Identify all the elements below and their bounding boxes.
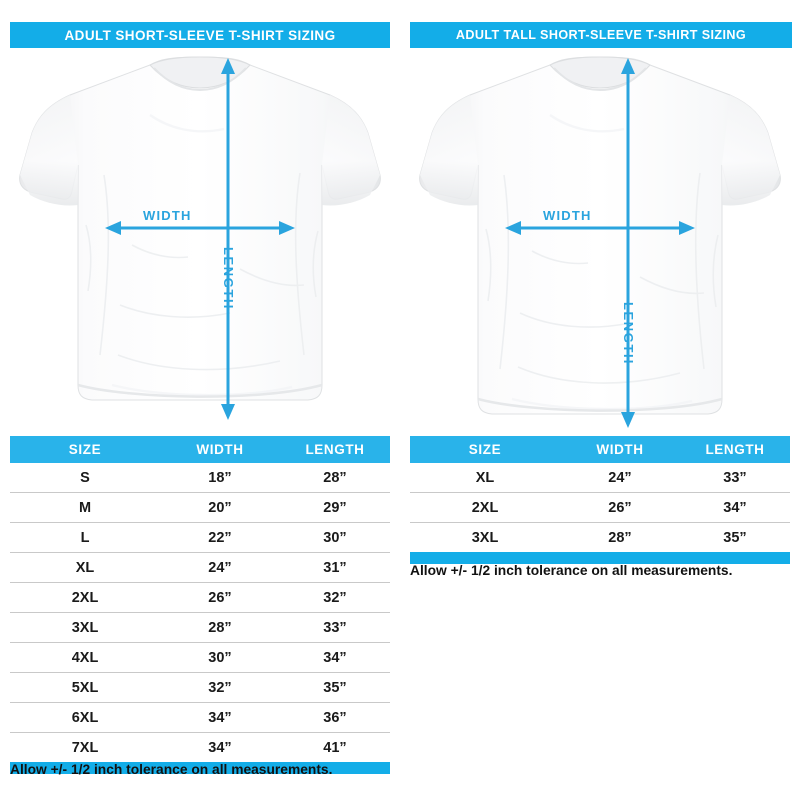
column-header-length: LENGTH bbox=[305, 442, 365, 457]
cell-size: XL bbox=[475, 469, 495, 486]
cell-width: 28” bbox=[608, 529, 632, 546]
cell-size: 2XL bbox=[471, 499, 499, 516]
table-header-row-adult: SIZE WIDTH LENGTH bbox=[10, 436, 390, 463]
column-header-width: WIDTH bbox=[196, 442, 244, 457]
cell-length: 34” bbox=[323, 649, 347, 666]
panel-title-adult: ADULT SHORT-SLEEVE T-SHIRT SIZING bbox=[64, 27, 336, 43]
cell-length: 36” bbox=[323, 709, 347, 726]
table-row: 5XL 32” 35” bbox=[10, 673, 390, 703]
table-row: 4XL 30” 34” bbox=[10, 643, 390, 673]
cell-size: S bbox=[80, 469, 90, 486]
tolerance-note-adult-tall: Allow +/- 1/2 inch tolerance on all meas… bbox=[410, 563, 733, 578]
cell-width: 32” bbox=[208, 679, 232, 696]
tshirt-illustration-adult bbox=[19, 56, 381, 420]
table-row: 2XL 26” 32” bbox=[10, 583, 390, 613]
cell-length: 34” bbox=[723, 499, 747, 516]
cell-width: 22” bbox=[208, 529, 232, 546]
cell-size: 7XL bbox=[71, 739, 99, 756]
cell-width: 34” bbox=[208, 739, 232, 756]
column-header-width: WIDTH bbox=[596, 442, 644, 457]
cell-width: 26” bbox=[208, 589, 232, 606]
column-header-length: LENGTH bbox=[705, 442, 765, 457]
cell-length: 33” bbox=[723, 469, 747, 486]
table-row: XL 24” 31” bbox=[10, 553, 390, 583]
cell-width: 24” bbox=[208, 559, 232, 576]
table-row: 3XL 28” 33” bbox=[10, 613, 390, 643]
cell-width: 30” bbox=[208, 649, 232, 666]
table-footer-bar-adult-tall bbox=[410, 552, 790, 564]
tolerance-note-adult: Allow +/- 1/2 inch tolerance on all meas… bbox=[10, 762, 333, 777]
adult-tall-sizing-panel: ADULT TALL SHORT-SLEEVE T-SHIRT SIZING bbox=[400, 0, 800, 800]
cell-width: 18” bbox=[208, 469, 232, 486]
width-arrow-adult-tall bbox=[505, 221, 695, 235]
table-row: S 18” 28” bbox=[10, 463, 390, 493]
table-footer-bar-adult bbox=[10, 762, 390, 774]
cell-width: 26” bbox=[608, 499, 632, 516]
tshirt-diagram-adult: WIDTH LENGTH bbox=[0, 55, 400, 430]
cell-length: 29” bbox=[323, 499, 347, 516]
table-row: L 22” 30” bbox=[10, 523, 390, 553]
panel-title-adult-tall: ADULT TALL SHORT-SLEEVE T-SHIRT SIZING bbox=[455, 28, 747, 42]
sizing-table-adult-tall: SIZE WIDTH LENGTH XL 24” 33” 2XL 26” 34”… bbox=[410, 436, 790, 564]
length-arrow-adult-tall bbox=[621, 58, 635, 428]
table-row: M 20” 29” bbox=[10, 493, 390, 523]
cell-size: 4XL bbox=[71, 649, 99, 666]
length-arrow-adult bbox=[221, 58, 235, 420]
panel-title-bar-adult: ADULT SHORT-SLEEVE T-SHIRT SIZING bbox=[10, 22, 390, 48]
panel-title-bar-adult-tall: ADULT TALL SHORT-SLEEVE T-SHIRT SIZING bbox=[410, 22, 792, 48]
cell-length: 31” bbox=[323, 559, 347, 576]
table-row: XL 24” 33” bbox=[410, 463, 790, 493]
sizing-table-adult: SIZE WIDTH LENGTH S 18” 28” M 20” 29” L … bbox=[10, 436, 390, 774]
cell-length: 32” bbox=[323, 589, 347, 606]
cell-size: M bbox=[78, 499, 92, 516]
cell-size: 3XL bbox=[71, 619, 99, 636]
cell-size: 3XL bbox=[471, 529, 499, 546]
table-row: 2XL 26” 34” bbox=[410, 493, 790, 523]
table-row: 6XL 34” 36” bbox=[10, 703, 390, 733]
cell-length: 30” bbox=[323, 529, 347, 546]
cell-size: 2XL bbox=[71, 589, 99, 606]
cell-width: 24” bbox=[608, 469, 632, 486]
width-label-adult-tall: WIDTH bbox=[543, 208, 592, 223]
cell-width: 34” bbox=[208, 709, 232, 726]
tshirt-diagram-adult-tall: WIDTH LENGTH bbox=[400, 55, 800, 430]
table-header-row-adult-tall: SIZE WIDTH LENGTH bbox=[410, 436, 790, 463]
column-header-size: SIZE bbox=[468, 442, 502, 457]
cell-size: XL bbox=[75, 559, 95, 576]
cell-size: 6XL bbox=[71, 709, 99, 726]
cell-size: L bbox=[80, 529, 90, 546]
length-label-adult-tall: LENGTH bbox=[621, 302, 636, 366]
cell-length: 28” bbox=[323, 469, 347, 486]
cell-size: 5XL bbox=[71, 679, 99, 696]
tshirt-illustration-adult-tall bbox=[419, 56, 781, 428]
cell-length: 35” bbox=[323, 679, 347, 696]
width-arrow-adult bbox=[105, 221, 295, 235]
adult-sizing-panel: ADULT SHORT-SLEEVE T-SHIRT SIZING bbox=[0, 22, 400, 777]
length-label-adult: LENGTH bbox=[221, 247, 236, 311]
cell-width: 28” bbox=[208, 619, 232, 636]
cell-length: 33” bbox=[323, 619, 347, 636]
cell-width: 20” bbox=[208, 499, 232, 516]
table-row: 7XL 34” 41” bbox=[10, 733, 390, 762]
width-label-adult: WIDTH bbox=[143, 208, 192, 223]
table-row: 3XL 28” 35” bbox=[410, 523, 790, 552]
column-header-size: SIZE bbox=[68, 442, 102, 457]
cell-length: 41” bbox=[323, 739, 347, 756]
cell-length: 35” bbox=[723, 529, 747, 546]
